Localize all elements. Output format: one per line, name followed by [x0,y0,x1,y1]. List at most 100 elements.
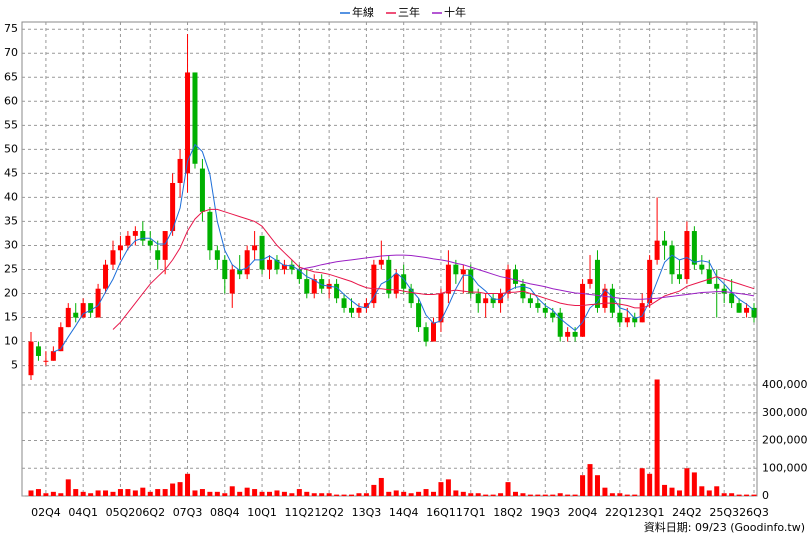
candle-body [498,293,504,304]
candle-body [199,168,205,212]
volume-bar [95,490,101,496]
volume-bar [699,486,705,496]
y-tick-label: 25 [4,262,18,275]
volume-bar [714,486,720,496]
candle-body [110,250,116,265]
x-tick-label: 14Q4 [389,506,419,519]
candle-body [647,259,653,304]
candle-body [580,283,586,337]
candle-body [237,269,243,275]
volume-bar [207,491,213,496]
candle-body [416,303,422,328]
y2-tick-label: 300,000 [762,406,808,419]
ma-line [53,143,755,353]
y-tick-label: 35 [4,214,18,227]
candle-body [334,283,340,299]
volume-bar [594,475,600,496]
candle-body [527,298,533,304]
candle-body [229,269,235,294]
volume-bar [624,494,630,496]
footer: 資料日期: 09/23 (Goodinfo.tw) [644,520,805,534]
candle-body [162,231,168,260]
volume-bar [267,491,273,496]
volume-bar [736,494,742,496]
volume-bar [274,490,280,496]
volume-bar [647,473,653,496]
candle-body [267,259,273,270]
candle-body [147,240,153,246]
candle-body [311,279,317,294]
candle-body [505,269,511,294]
volume-bar [527,494,533,496]
candle-body [274,259,280,270]
y-tick-label: 60 [4,94,18,107]
volume-bar [617,493,623,496]
candle-body [632,317,638,323]
x-tick-label: 06Q2 [135,506,165,519]
candle-body [624,317,630,323]
candle-body [222,259,228,280]
volume-bar [669,487,675,496]
candle-body [572,331,578,337]
volume-bar [676,490,682,496]
candle-body [736,303,742,313]
candle-body [95,288,101,318]
candle-body [252,245,258,251]
candle-body [751,307,757,318]
x-tick-label: 23Q1 [635,506,665,519]
y-tick-label: 55 [4,118,18,131]
candle-body [423,327,429,342]
volume-bar [252,489,258,496]
candle-body [401,274,407,289]
y-tick-label: 10 [4,335,18,348]
volume-bar [430,491,436,496]
volume-bar [572,494,578,496]
volume-bar [65,479,71,496]
candle-body [587,279,593,284]
volume-bar [341,494,347,496]
x-tick-label: 12Q2 [314,506,344,519]
candle-body [214,250,220,260]
candle-body [542,307,548,313]
volume-bar [565,494,571,496]
volume-bar [289,493,295,496]
volume-bar [185,473,191,496]
candle-body [73,312,79,318]
volume-bar [587,464,593,496]
candle-body [185,72,191,174]
candle-body [304,279,310,294]
candle-body [393,274,399,294]
candle-body [244,250,250,275]
candle-body [639,303,645,323]
volume-bar [483,494,489,496]
candle-body [155,250,161,260]
x-tick-label: 05Q2 [106,506,136,519]
candle-body [356,307,362,313]
candle-body [341,298,347,308]
candle-body [170,182,176,232]
volume-bar [378,477,384,496]
y2-tick-label: 0 [762,489,769,502]
candle-body [669,245,675,275]
volume-bar [244,487,250,496]
volume-bar [490,494,496,496]
volume-bar [222,493,228,496]
candle-body [699,264,705,270]
volume-bar [58,493,64,496]
volume-bar [110,491,116,496]
x-tick-label: 25Q3 [709,506,739,519]
volume-bar [684,468,690,496]
volume-bar [43,493,49,496]
volume-bar [214,491,220,496]
y2-tick-label: 100,000 [762,461,808,474]
candle-body [140,231,146,241]
y-tick-label: 65 [4,70,18,83]
y-tick-label: 30 [4,238,18,251]
candle-body [714,283,720,289]
volume-bar [729,493,735,496]
volume-bar [304,491,310,496]
volume-bar [371,484,377,496]
legend-label: 三年 [398,5,420,19]
ma-line [299,254,755,300]
x-tick-label: 18Q2 [493,506,523,519]
